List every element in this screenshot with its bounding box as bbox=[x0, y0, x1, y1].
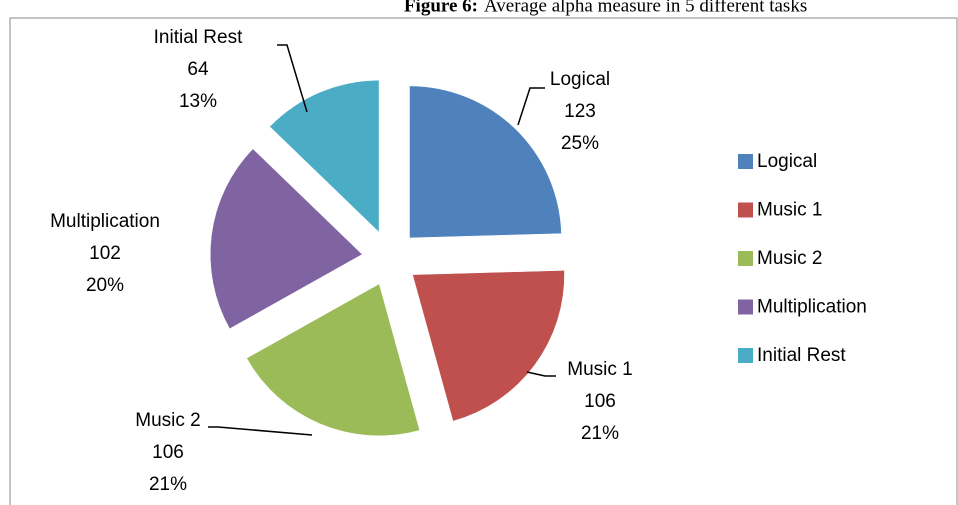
legend-label: Initial Rest bbox=[757, 345, 846, 366]
legend-swatch bbox=[738, 154, 753, 169]
legend-swatch bbox=[738, 348, 753, 363]
legend-label: Music 1 bbox=[757, 200, 822, 221]
data-label-percent: 21% bbox=[581, 423, 619, 444]
data-label-value: 106 bbox=[152, 442, 184, 463]
pie-slice bbox=[269, 79, 380, 233]
legend-swatch bbox=[738, 299, 753, 315]
leader-line bbox=[277, 44, 308, 113]
data-label-name: Initial Rest bbox=[154, 27, 243, 48]
data-label-value: 123 bbox=[564, 101, 596, 122]
pie-slice bbox=[210, 148, 363, 330]
data-label-name: Music 2 bbox=[135, 410, 200, 431]
chart-title: Average alpha measure in 5 different tas… bbox=[484, 0, 807, 16]
data-label-name: Music 1 bbox=[567, 359, 632, 380]
legend-swatch bbox=[738, 251, 753, 266]
data-label-value: 64 bbox=[187, 59, 209, 80]
data-label-percent: 21% bbox=[149, 474, 187, 495]
legend-label: Music 2 bbox=[757, 248, 822, 269]
legend-label: Multiplication bbox=[757, 297, 867, 318]
legend-label: Logical bbox=[757, 151, 817, 172]
data-label-percent: 20% bbox=[86, 275, 124, 296]
data-label-percent: 25% bbox=[561, 133, 599, 154]
data-label-name: Logical bbox=[550, 69, 610, 90]
legend-swatch bbox=[738, 202, 753, 218]
data-label-percent: 13% bbox=[179, 91, 217, 112]
chart-title-label: Figure 6: bbox=[404, 0, 478, 16]
pie-slice bbox=[246, 283, 421, 437]
chart-frame bbox=[9, 17, 958, 505]
pie-slice bbox=[412, 270, 565, 422]
data-label-name: Multiplication bbox=[50, 211, 160, 232]
leader-line bbox=[517, 87, 545, 126]
pie-slice bbox=[409, 85, 562, 239]
leader-line bbox=[526, 371, 556, 377]
leader-line bbox=[208, 426, 313, 436]
data-label-value: 106 bbox=[584, 391, 616, 412]
data-label-value: 102 bbox=[89, 243, 121, 264]
